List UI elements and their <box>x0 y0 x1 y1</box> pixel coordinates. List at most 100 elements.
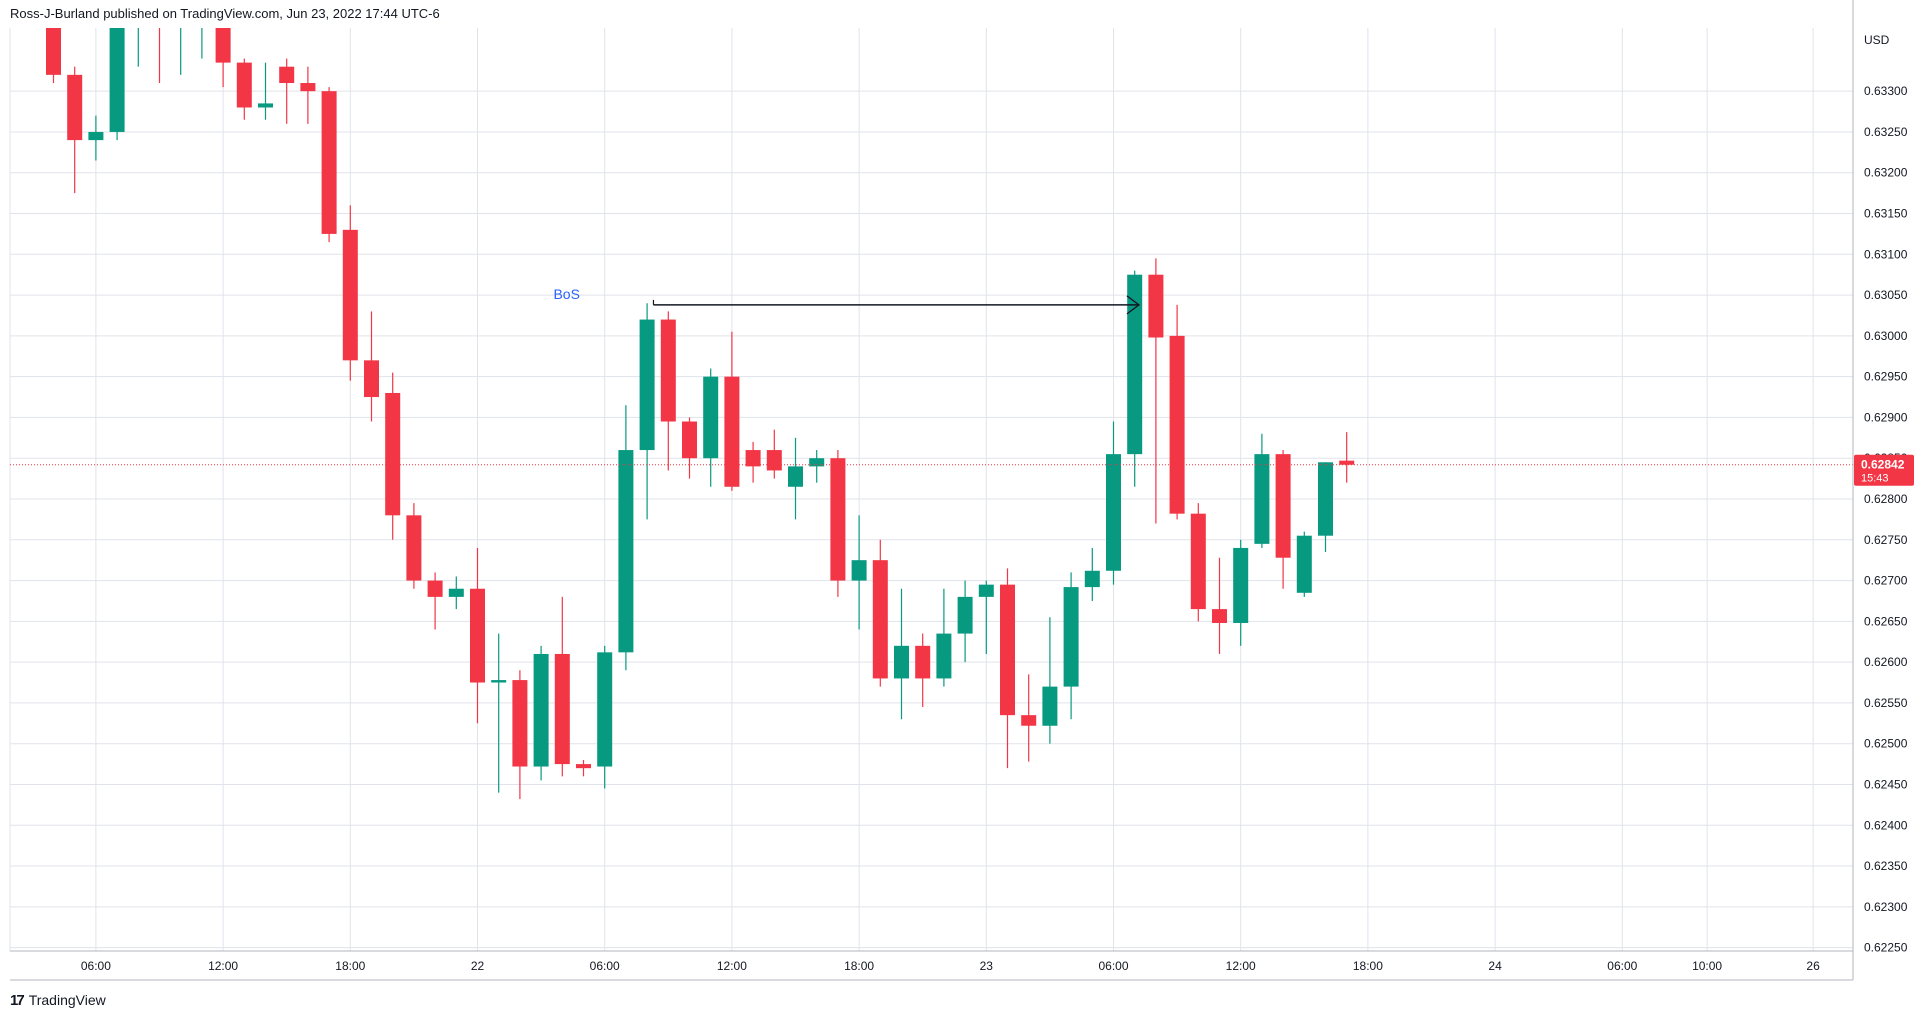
candle-body <box>576 764 591 769</box>
candle <box>1000 568 1015 769</box>
candle <box>1339 432 1355 483</box>
candle <box>342 205 358 381</box>
candle-body <box>1000 584 1015 716</box>
price-tick-label: 0.63000 <box>1864 329 1908 343</box>
candle <box>236 58 252 120</box>
price-tick-label: 0.62750 <box>1864 533 1908 547</box>
candle-body <box>830 458 846 581</box>
candle-body <box>1275 454 1291 558</box>
candle-body <box>258 103 273 108</box>
tradingview-brand-text: TradingView <box>28 992 106 1008</box>
candle-body <box>470 588 485 683</box>
price-tick-label: 0.62600 <box>1864 655 1908 669</box>
candle <box>597 645 613 789</box>
candle <box>173 18 188 75</box>
time-tick-label: 23 <box>980 959 994 973</box>
candle-body <box>639 319 655 451</box>
candle <box>427 572 443 630</box>
grid-lines <box>9 28 1853 951</box>
candle <box>682 417 697 479</box>
time-axis[interactable]: 06:00 12:00 18:00 22 06:00 12:00 18:00 23 06:00 1… <box>10 950 1853 981</box>
price-tick-label: 0.62250 <box>1864 941 1908 955</box>
candle <box>1042 617 1058 744</box>
current-price-value: 0.62842 <box>1861 458 1905 472</box>
candle-body <box>1254 454 1270 544</box>
candle <box>576 760 591 777</box>
candle <box>321 87 337 243</box>
candle <box>978 580 994 654</box>
candle-body <box>703 376 719 459</box>
candle-body <box>745 450 761 467</box>
candle <box>1106 421 1121 585</box>
candle-body <box>342 229 358 361</box>
candle-body <box>1148 274 1164 338</box>
candle <box>137 28 139 67</box>
candle <box>109 28 125 141</box>
candle <box>215 28 231 88</box>
price-tick-label: 0.62700 <box>1864 574 1908 588</box>
candle-body <box>46 28 61 75</box>
candle-body <box>1296 535 1312 593</box>
price-tick-label: 0.62500 <box>1864 737 1908 751</box>
candle-body <box>1063 587 1079 687</box>
time-tick-label: 06:00 <box>1607 959 1637 973</box>
candle <box>300 66 316 124</box>
candle <box>194 18 209 59</box>
candle-body <box>660 319 676 422</box>
candle-body <box>67 74 83 141</box>
candle <box>1318 462 1333 553</box>
price-tick-label: 0.62650 <box>1864 614 1908 628</box>
candle <box>851 515 867 630</box>
candle <box>1169 304 1185 520</box>
candle <box>158 28 161 84</box>
bos-label: BoS <box>553 286 579 302</box>
time-tick-label: 10:00 <box>1692 959 1722 973</box>
candle <box>1296 531 1312 597</box>
candle-body <box>618 450 634 653</box>
candle-body <box>194 18 209 20</box>
candle-body <box>364 360 379 398</box>
time-tick-label: 12:00 <box>1226 959 1256 973</box>
candle-body <box>936 633 952 679</box>
candle-body <box>788 466 803 487</box>
candle <box>872 539 888 687</box>
candle <box>1254 433 1270 548</box>
candle <box>1212 557 1227 654</box>
price-tick-label: 0.63250 <box>1864 125 1908 139</box>
candle <box>1063 572 1079 720</box>
bar-countdown: 15:43 <box>1861 473 1889 485</box>
candle-body <box>279 66 295 84</box>
candle-body <box>1021 715 1037 726</box>
time-tick-label: 18:00 <box>1353 959 1383 973</box>
annotations: BoS <box>10 286 1853 466</box>
candle <box>448 576 464 610</box>
current-price-badge-bg <box>1854 454 1914 486</box>
time-tick-label: 12:00 <box>717 959 747 973</box>
price-tick-label: 0.62450 <box>1864 777 1908 791</box>
price-tick-label: 0.63300 <box>1864 84 1908 98</box>
candle-body <box>1042 686 1058 726</box>
candle <box>703 368 719 487</box>
candle <box>385 372 401 540</box>
candle <box>830 450 846 597</box>
candle-body <box>491 680 507 683</box>
candle-body <box>173 18 188 22</box>
candle-body <box>533 653 549 767</box>
candle <box>639 303 655 520</box>
candle <box>470 547 485 724</box>
price-tick-label: 0.62300 <box>1864 900 1908 914</box>
time-tick-label: 06:00 <box>81 959 111 973</box>
price-tick-label: 0.62550 <box>1864 696 1908 710</box>
candle-body <box>1339 460 1355 465</box>
candle <box>1084 547 1100 601</box>
price-axis[interactable]: 0.63300 0.63250 0.63200 0.63150 0.63100 0.630… <box>1852 0 1914 980</box>
price-tick-label: 0.62350 <box>1864 859 1908 873</box>
candle-body <box>215 28 231 63</box>
candle <box>1233 539 1249 646</box>
candle-body <box>1169 335 1185 514</box>
candle-body <box>512 680 528 767</box>
candle-body <box>554 653 570 765</box>
time-tick-label: 18:00 <box>844 959 874 973</box>
candle <box>894 588 909 720</box>
